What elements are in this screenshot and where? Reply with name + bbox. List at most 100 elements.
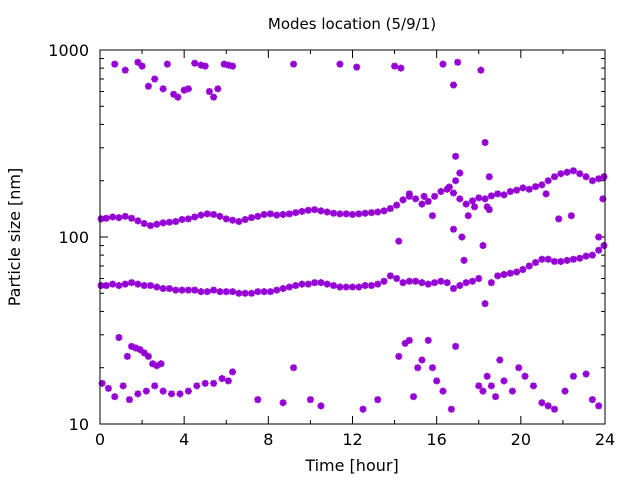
data-point-series-2 (248, 289, 255, 297)
data-point-series-2 (380, 277, 388, 285)
data-point-series-1 (538, 181, 546, 189)
data-point-series-1 (595, 175, 603, 183)
data-point-series-2 (405, 277, 413, 285)
data-point-series-4 (163, 60, 171, 68)
data-point-series-3 (418, 356, 426, 364)
data-point-series-2 (323, 280, 331, 288)
data-point-series-3 (496, 356, 504, 364)
data-point-series-1 (386, 205, 394, 213)
data-point-series-2 (140, 282, 148, 290)
data-point-series-3 (290, 364, 298, 372)
data-point-series-2 (342, 283, 350, 291)
data-point-series-3 (128, 342, 136, 350)
data-point-series-1 (184, 215, 192, 223)
data-point-series-1 (519, 184, 527, 192)
data-point-series-1 (361, 209, 369, 217)
data-point-series-1 (147, 222, 154, 230)
data-point-series-2 (285, 283, 293, 291)
data-point-series-1 (298, 207, 306, 215)
data-point-series-3 (374, 396, 382, 404)
data-point-series-1 (431, 192, 439, 200)
data-point-series-3 (544, 402, 552, 410)
y-tick-label: 100 (58, 228, 89, 247)
data-point-series-1 (569, 167, 577, 175)
data-point-series-2 (109, 280, 117, 288)
data-point-series-3 (119, 382, 127, 390)
data-point-series-3 (414, 364, 422, 372)
data-point-series-3 (134, 390, 142, 398)
data-point-series-1 (140, 220, 148, 228)
data-point-series-1 (336, 210, 344, 218)
data-point-series-2 (487, 279, 495, 287)
data-point-series-3 (500, 377, 508, 385)
y-tick-label: 1000 (48, 41, 89, 60)
data-point-series-2 (197, 288, 205, 296)
data-point-series-2 (367, 282, 375, 290)
x-tick-label: 16 (426, 430, 446, 449)
data-point-series-3 (475, 382, 483, 390)
data-point-series-4 (170, 90, 178, 98)
data-point-series-4 (485, 173, 493, 181)
data-point-series-2 (355, 283, 363, 291)
data-point-series-1 (468, 197, 476, 205)
data-point-series-4 (452, 152, 460, 160)
data-point-series-1 (456, 195, 464, 203)
data-point-series-2 (330, 282, 338, 290)
data-point-series-2 (532, 259, 540, 267)
x-tick-label: 24 (595, 430, 615, 449)
data-point-series-4 (197, 61, 205, 69)
data-point-series-1 (563, 168, 571, 176)
data-point-series-2 (519, 266, 527, 274)
data-point-series-1 (285, 210, 293, 218)
data-point-series-2 (191, 286, 199, 294)
data-point-series-2 (279, 285, 287, 293)
data-point-series-4 (138, 62, 146, 70)
data-point-series-4 (445, 183, 453, 191)
data-point-series-1 (380, 207, 388, 215)
data-point-series-3 (582, 370, 590, 378)
data-point-series-1 (437, 188, 445, 196)
data-point-series-1 (210, 210, 218, 218)
data-point-series-2 (431, 279, 439, 287)
data-point-series-2 (165, 285, 173, 293)
data-point-series-3 (254, 396, 262, 404)
data-point-series-4 (450, 225, 457, 233)
data-point-series-4 (395, 237, 403, 245)
data-point-series-1 (178, 216, 186, 224)
data-point-series-1 (229, 216, 237, 224)
data-point-series-1 (349, 210, 356, 218)
data-point-series-3 (306, 396, 314, 404)
data-point-series-2 (557, 257, 565, 265)
x-tick-label: 0 (95, 430, 105, 449)
data-point-series-2 (513, 268, 521, 276)
data-point-series-3 (395, 352, 403, 360)
data-point-series-1 (317, 207, 325, 215)
data-point-series-4 (290, 60, 298, 68)
data-point-series-3 (218, 375, 226, 383)
data-point-series-2 (292, 282, 300, 290)
data-point-series-3 (111, 393, 119, 401)
data-point-series-3 (136, 346, 144, 354)
data-point-series-1 (121, 212, 129, 220)
data-point-series-2 (115, 282, 123, 290)
data-point-series-2 (588, 251, 596, 259)
data-point-series-2 (203, 288, 211, 296)
data-point-series-2 (481, 300, 489, 308)
data-point-series-4 (595, 233, 603, 241)
data-point-series-2 (254, 288, 262, 296)
data-point-series-1 (551, 173, 558, 181)
data-point-series-4 (452, 177, 460, 185)
data-point-series-4 (428, 212, 436, 220)
data-point-series-1 (424, 197, 432, 205)
data-point-series-2 (273, 286, 281, 294)
y-axis-label: Particle size [nm] (5, 168, 24, 307)
data-point-series-1 (172, 218, 180, 226)
data-point-series-2 (222, 288, 230, 296)
data-point-series-3 (401, 339, 409, 347)
data-point-series-2 (349, 283, 356, 291)
data-point-series-2 (134, 280, 142, 288)
data-point-series-4 (191, 59, 199, 67)
data-point-series-4 (205, 87, 213, 95)
data-point-series-2 (102, 282, 110, 290)
x-tick-label: 4 (179, 430, 189, 449)
